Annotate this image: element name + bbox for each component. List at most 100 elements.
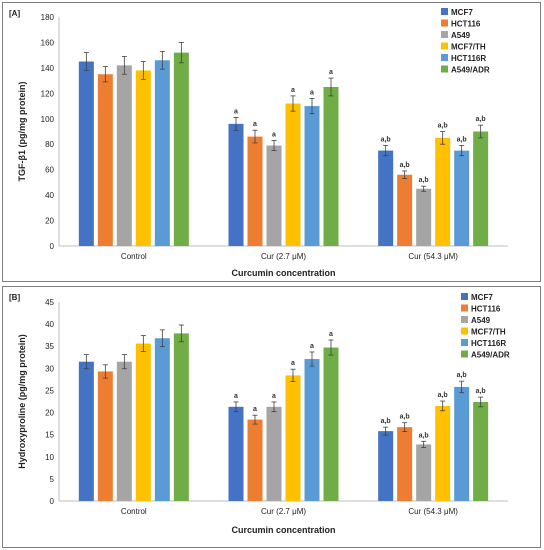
bar-a549-adr xyxy=(173,52,189,246)
y-tick-label: 35 xyxy=(45,342,54,351)
bar-hct116r xyxy=(454,150,470,246)
legend-swatch xyxy=(461,293,468,300)
bar-a549 xyxy=(116,65,132,246)
bar-a549 xyxy=(116,361,132,501)
bar-mcf7 xyxy=(228,406,244,501)
x-category-label: Cur (54.3 μM) xyxy=(408,507,458,516)
legend-swatch xyxy=(461,304,468,312)
y-tick-label: 0 xyxy=(50,242,55,251)
bar-hct116r xyxy=(454,386,470,501)
bar-a549-adr xyxy=(473,131,489,246)
y-axis-title: TGF-β1 (pg/mg protein) xyxy=(17,82,27,182)
legend-label: A549 xyxy=(451,31,471,40)
y-tick-label: 40 xyxy=(45,191,54,200)
significance-label: a,b xyxy=(457,372,467,379)
bar-mcf7-th xyxy=(285,375,301,501)
bar-a549 xyxy=(416,188,432,246)
legend-label: A549/ADR xyxy=(451,66,490,75)
legend-swatch xyxy=(441,54,448,61)
y-tick-label: 20 xyxy=(45,217,54,226)
bar-hct116r xyxy=(154,338,170,501)
x-category-label: Cur (54.3 μM) xyxy=(408,252,458,261)
legend-label: HCT116 xyxy=(471,305,501,314)
bar-hct116 xyxy=(247,419,263,501)
significance-label: a,b xyxy=(476,388,486,395)
y-tick-label: 180 xyxy=(41,13,55,22)
significance-label: a,b xyxy=(457,136,467,143)
significance-label: a,b xyxy=(381,136,391,143)
significance-label: a xyxy=(329,331,333,338)
bar-mcf7-th xyxy=(135,70,151,246)
bar-hct116 xyxy=(397,427,413,501)
chart-a-svg: [A] TGF-β1 (pg/mg protein) 0 20 40 60 80 100 120… xyxy=(9,8,508,278)
bar-mcf7-th xyxy=(435,405,451,501)
significance-label: a xyxy=(291,360,295,367)
bar-a549-adr xyxy=(323,347,339,501)
significance-label: a xyxy=(310,89,314,96)
legend-swatch xyxy=(441,8,448,15)
legend-swatch xyxy=(461,316,468,323)
significance-label: a,b xyxy=(419,432,429,439)
significance-label: a xyxy=(234,109,238,116)
significance-label: a,b xyxy=(476,116,486,123)
y-tick-label: 5 xyxy=(50,475,55,484)
y-tick-label: 30 xyxy=(45,364,54,373)
y-tick-label: 140 xyxy=(41,64,55,73)
legend-swatch xyxy=(461,327,468,335)
y-tick-label: 25 xyxy=(45,386,54,395)
chart-panel-b: [B] Hydroxyproline (pg/mg protein) 0 5 10 15 2… xyxy=(2,286,541,548)
bar-mcf7 xyxy=(78,61,94,247)
significance-label: a xyxy=(310,343,314,350)
bar-a549-adr xyxy=(473,401,489,501)
significance-label: a,b xyxy=(438,123,448,130)
chart-b-svg: [B] Hydroxyproline (pg/mg protein) 0 5 10 15 2… xyxy=(9,293,510,535)
y-tick-label: 0 xyxy=(50,497,55,506)
y-tick-label: 80 xyxy=(45,140,54,149)
x-category-label: Control xyxy=(121,507,147,516)
bar-hct116 xyxy=(247,136,263,246)
significance-label: a xyxy=(329,69,333,76)
legend-swatch xyxy=(441,65,448,73)
y-tick-label: 160 xyxy=(41,38,55,47)
significance-label: a,b xyxy=(438,392,448,399)
legend-swatch xyxy=(441,42,448,50)
significance-label: a xyxy=(272,393,276,400)
bar-hct116 xyxy=(397,174,413,246)
bar-mcf7 xyxy=(378,150,394,246)
legend-label: MCF7 xyxy=(451,8,473,17)
bar-mcf7 xyxy=(228,123,244,246)
y-tick-label: 60 xyxy=(45,166,54,175)
y-tick-label: 10 xyxy=(45,453,54,462)
x-axis-title: Curcumin concentration xyxy=(231,525,335,535)
legend-label: MCF7/TH xyxy=(471,328,506,337)
x-category-label: Cur (2.7 μM) xyxy=(261,252,306,261)
legend-label: MCF7/TH xyxy=(451,43,486,52)
bar-a549 xyxy=(266,145,282,246)
panel-label: [A] xyxy=(9,9,20,18)
y-tick-label: 40 xyxy=(45,320,54,329)
y-tick-label: 45 xyxy=(45,298,54,307)
bar-mcf7 xyxy=(378,431,394,501)
legend-swatch xyxy=(461,339,468,346)
bar-a549-adr xyxy=(323,86,339,246)
y-tick-label: 120 xyxy=(41,89,55,98)
y-tick-label: 20 xyxy=(45,409,54,418)
chart-panel-a: [A] TGF-β1 (pg/mg protein) 0 20 40 60 80 100 120… xyxy=(2,2,541,282)
bar-hct116 xyxy=(97,74,113,246)
bar-hct116r xyxy=(154,60,170,246)
legend-swatch xyxy=(461,350,468,358)
y-tick-label: 100 xyxy=(41,115,55,124)
panel-label: [B] xyxy=(9,293,20,302)
bar-mcf7-th xyxy=(435,137,451,246)
bar-mcf7 xyxy=(78,361,94,501)
bar-mcf7-th xyxy=(135,343,151,501)
y-tick-label: 15 xyxy=(45,431,54,440)
x-category-label: Cur (2.7 μM) xyxy=(261,507,306,516)
bar-mcf7-th xyxy=(285,103,301,246)
significance-label: a xyxy=(253,406,257,413)
legend-label: A549/ADR xyxy=(471,351,510,360)
legend-label: HCT116R xyxy=(471,339,506,348)
bar-a549 xyxy=(266,406,282,501)
legend-label: MCF7 xyxy=(471,293,493,302)
bar-a549-adr xyxy=(173,333,189,501)
